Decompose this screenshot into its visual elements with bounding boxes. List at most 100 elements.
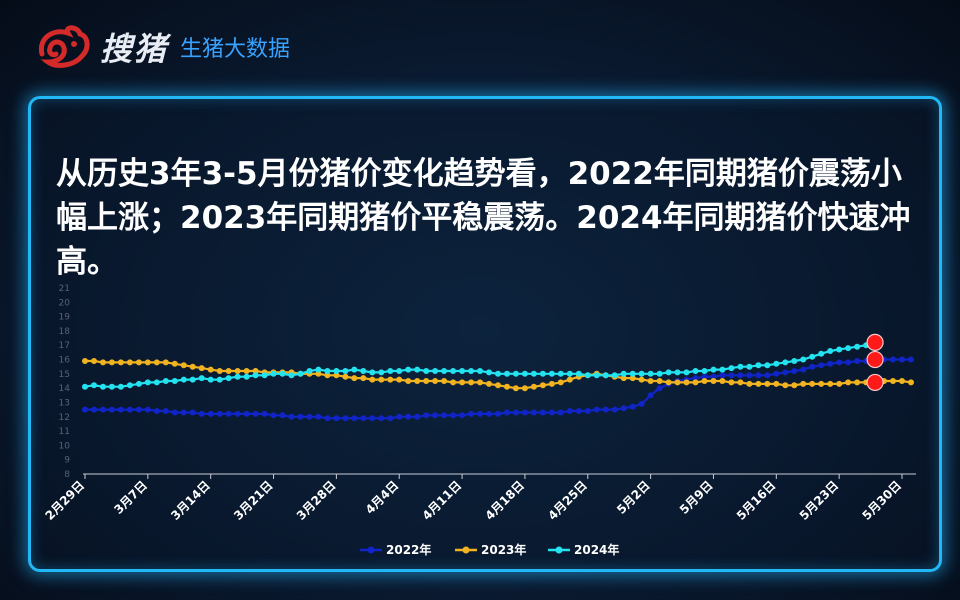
legend-marker-2024年 xyxy=(555,546,563,554)
data-point-2024年 xyxy=(728,365,735,372)
data-point-2023年 xyxy=(800,380,807,387)
data-point-2023年 xyxy=(414,378,421,384)
data-point-2022年 xyxy=(432,412,439,419)
data-point-2022年 xyxy=(710,373,717,380)
data-point-2023年 xyxy=(351,375,358,382)
data-point-2024年 xyxy=(126,382,133,389)
data-point-2022年 xyxy=(144,406,151,413)
data-point-2023年 xyxy=(243,368,250,374)
data-point-2022年 xyxy=(611,406,618,413)
data-point-2024年 xyxy=(162,378,169,384)
data-point-2023年 xyxy=(216,368,223,374)
data-point-2022年 xyxy=(557,409,564,416)
data-point-2022年 xyxy=(279,412,286,419)
y-tick-label: 12 xyxy=(59,413,70,423)
data-point-2023年 xyxy=(908,379,914,386)
data-point-2024年 xyxy=(764,362,771,369)
data-point-2024年 xyxy=(82,383,88,390)
data-point-2024年 xyxy=(108,383,115,390)
data-point-2024年 xyxy=(512,370,519,377)
x-tick-label: 5月30日 xyxy=(860,478,905,523)
data-point-2022年 xyxy=(333,415,340,422)
data-point-2024年 xyxy=(171,378,178,384)
data-point-2022年 xyxy=(171,409,178,416)
data-point-2024年 xyxy=(207,376,214,383)
data-point-2024年 xyxy=(845,345,852,352)
data-point-2023年 xyxy=(818,380,825,387)
data-point-2023年 xyxy=(764,380,771,387)
brand-name: 搜猪 xyxy=(100,30,169,68)
data-point-2024年 xyxy=(216,376,223,383)
data-point-2024年 xyxy=(288,372,295,379)
data-point-2024年 xyxy=(773,360,780,367)
data-point-2023年 xyxy=(512,385,519,392)
data-point-2022年 xyxy=(845,359,852,366)
price-trend-chart: 8 9 10 11 12 13 14 15 16 17 18 19 20 21 2月29日 3月7日 3月14日… xyxy=(43,284,916,557)
data-point-2022年 xyxy=(459,412,466,419)
data-point-2022年 xyxy=(602,406,609,413)
highlight-marker-2023年 xyxy=(866,373,884,392)
data-point-2023年 xyxy=(360,375,367,382)
data-point-2023年 xyxy=(117,359,124,366)
data-point-2023年 xyxy=(378,376,385,383)
x-tick-label: 4月18日 xyxy=(482,478,527,523)
data-point-2022年 xyxy=(135,406,142,413)
data-point-2023年 xyxy=(486,380,492,387)
data-point-2022年 xyxy=(800,366,807,373)
data-point-2024年 xyxy=(423,368,430,374)
data-point-2022年 xyxy=(288,413,295,420)
data-point-2023年 xyxy=(656,378,663,384)
data-point-2024年 xyxy=(809,353,816,360)
pig-logo-icon xyxy=(38,25,90,68)
x-tick-label: 5月2日 xyxy=(614,478,653,517)
data-point-2024年 xyxy=(674,369,681,376)
data-point-2023年 xyxy=(82,358,88,364)
y-tick-label: 11 xyxy=(59,427,70,437)
data-point-2024年 xyxy=(360,368,367,374)
data-point-2022年 xyxy=(441,412,448,419)
data-point-2024年 xyxy=(746,363,753,370)
data-point-2024年 xyxy=(539,370,546,377)
brand-subtitle: 生猪大数据 xyxy=(180,37,291,62)
data-point-2022年 xyxy=(818,362,825,369)
x-tick-label: 4月25日 xyxy=(545,478,590,523)
data-point-2024年 xyxy=(620,370,627,377)
data-point-2023年 xyxy=(441,378,448,384)
data-point-2023年 xyxy=(324,372,331,379)
data-point-2024年 xyxy=(818,350,825,357)
data-point-2024年 xyxy=(441,368,448,374)
data-point-2022年 xyxy=(782,369,789,376)
data-point-2022年 xyxy=(530,409,537,416)
data-point-2022年 xyxy=(126,406,133,413)
data-point-2023年 xyxy=(342,373,349,380)
data-point-2024年 xyxy=(324,368,331,374)
data-point-2024年 xyxy=(683,369,690,376)
data-point-2022年 xyxy=(620,405,627,412)
data-point-2024年 xyxy=(432,368,439,374)
data-point-2022年 xyxy=(252,410,259,417)
data-point-2023年 xyxy=(701,378,708,384)
data-point-2022年 xyxy=(764,372,771,379)
legend-label-2022年: 2022年 xyxy=(386,542,431,557)
data-point-2022年 xyxy=(351,415,358,422)
data-point-2024年 xyxy=(755,362,762,369)
data-point-2024年 xyxy=(225,375,232,382)
data-point-2022年 xyxy=(324,415,331,422)
content-panel xyxy=(28,96,942,572)
x-tick-label: 3月28日 xyxy=(294,478,339,523)
data-point-2022年 xyxy=(82,406,88,413)
data-point-2022年 xyxy=(836,359,843,366)
data-point-2022年 xyxy=(315,413,322,420)
y-tick-label: 13 xyxy=(59,398,70,408)
data-point-2024年 xyxy=(396,368,403,374)
data-point-2024年 xyxy=(117,383,124,390)
data-point-2023年 xyxy=(180,362,187,369)
data-point-2023年 xyxy=(791,382,798,389)
y-tick-label: 9 xyxy=(64,456,70,466)
data-point-2024年 xyxy=(387,368,394,374)
data-point-2023年 xyxy=(252,368,259,374)
data-point-2024年 xyxy=(459,368,466,374)
data-point-2022年 xyxy=(737,372,744,379)
data-point-2024年 xyxy=(100,383,106,390)
data-point-2023年 xyxy=(782,382,789,389)
